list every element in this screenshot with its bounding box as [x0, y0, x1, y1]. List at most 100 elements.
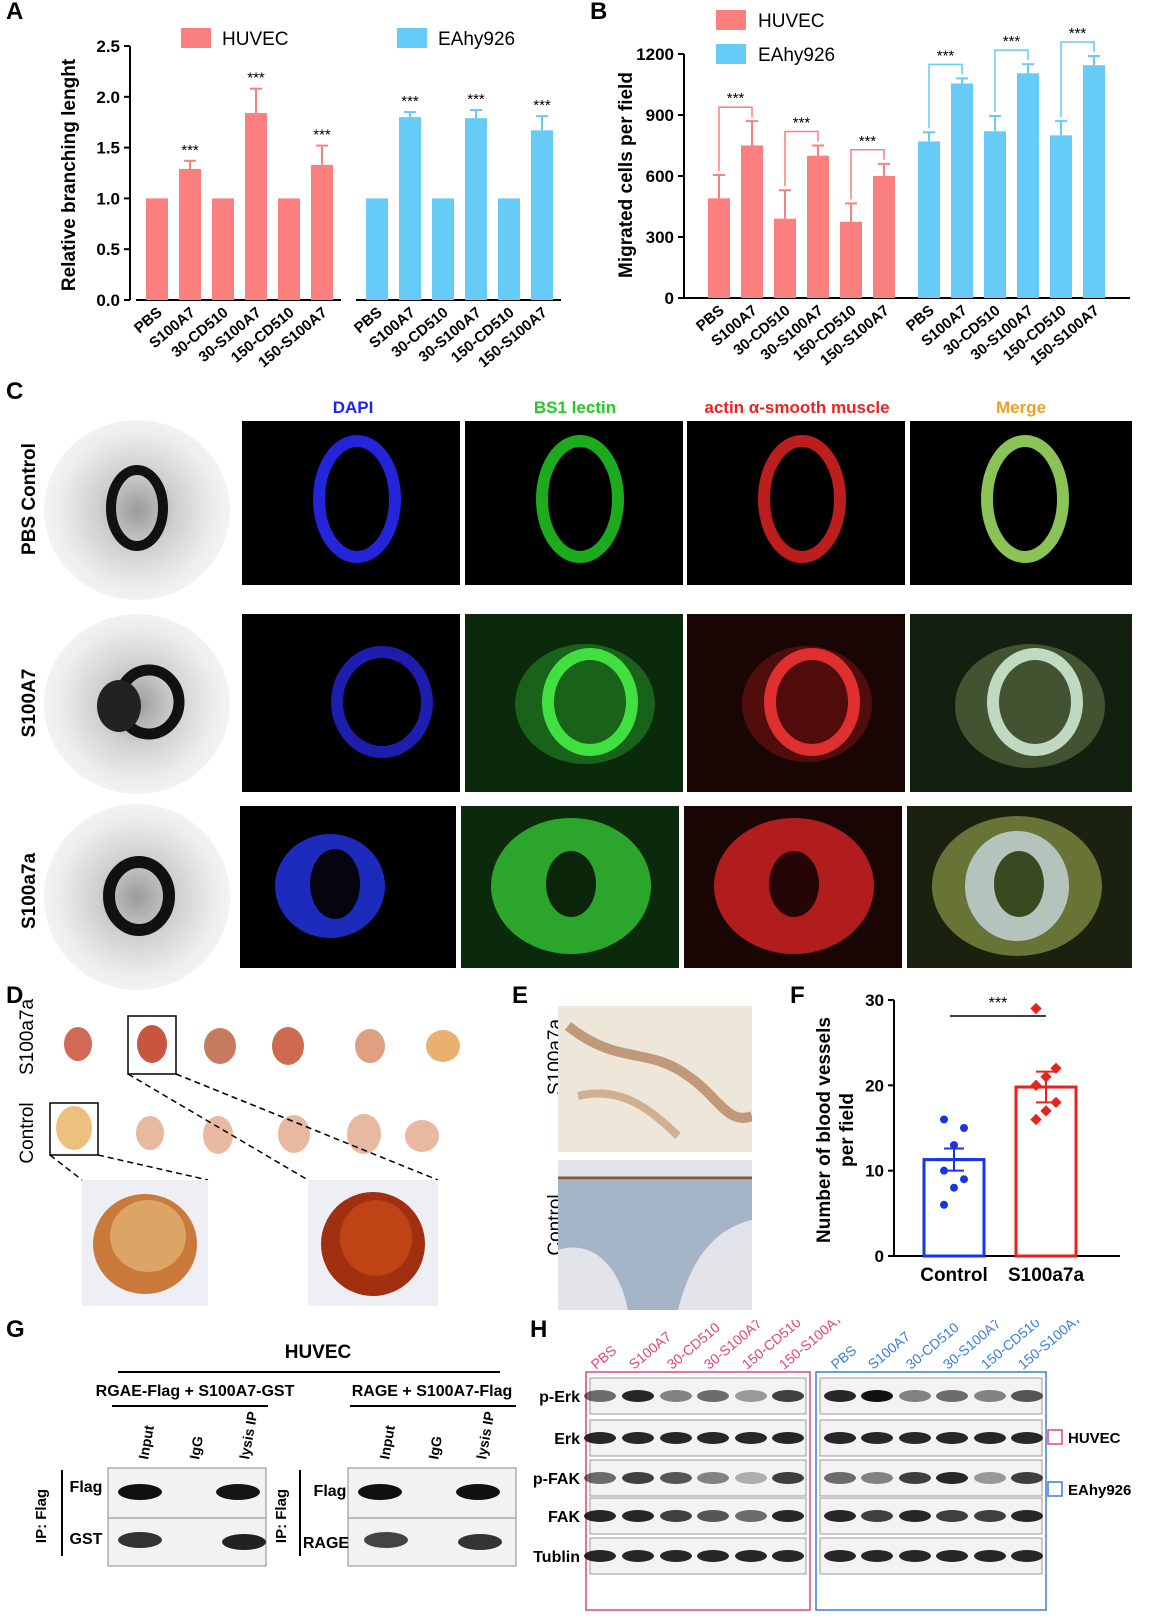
bar [873, 176, 895, 298]
h-row-label: FAK [548, 1509, 580, 1526]
ihc-image-control [558, 1160, 752, 1310]
col-label-dapi: DAPI [332, 398, 374, 417]
h-band [772, 1390, 804, 1402]
h-band [974, 1472, 1006, 1484]
data-point [1050, 1096, 1062, 1109]
data-point [950, 1183, 958, 1192]
legend-label-huvec: HUVEC [222, 29, 289, 50]
h-lane-label-left: PBS [588, 1342, 620, 1372]
col-label-actin: actin α-smooth muscle [704, 398, 890, 417]
h-band [861, 1390, 893, 1402]
h-band [735, 1550, 767, 1562]
bar [465, 118, 487, 300]
h-band [974, 1550, 1006, 1562]
h-band [824, 1432, 856, 1444]
h-band [735, 1432, 767, 1444]
micro-s100a7-merge [910, 614, 1132, 792]
sig-label: *** [793, 115, 811, 132]
h-huvec-frame [585, 1371, 811, 1611]
sig-label: *** [937, 47, 955, 64]
legend-label-eahy926: EAhy926 [758, 45, 835, 66]
g-left-title: RGAE-Flag + S100A7-GST [96, 1383, 295, 1400]
h-band [861, 1472, 893, 1484]
panel-label-h: H [530, 1316, 548, 1343]
y-tick-label: 1.0 [96, 189, 120, 208]
h-band [824, 1472, 856, 1484]
data-point [1040, 1071, 1052, 1083]
micro-pbs-dapi [242, 421, 460, 585]
y-tick-label: 20 [865, 1076, 884, 1095]
h-band [622, 1550, 654, 1562]
bar [708, 198, 730, 298]
d-row-label-s100a7a: S100a7a [17, 998, 38, 1076]
h-band [936, 1432, 968, 1444]
sig-label: *** [1069, 25, 1087, 42]
h-row-label: p-Erk [539, 1389, 580, 1406]
g-row-flag-r: Flag [314, 1483, 347, 1500]
panel-label-b: B [590, 0, 608, 25]
h-legend-swatch-huvec [1047, 1429, 1063, 1445]
h-band [697, 1550, 729, 1562]
y-tick-label: 2.0 [96, 88, 120, 107]
h-band [1011, 1550, 1043, 1562]
micro-pbs-merge [910, 421, 1132, 585]
legend-swatch-huvec [181, 28, 211, 48]
bar [1083, 65, 1105, 298]
y-tick-label: 0.0 [96, 291, 120, 310]
x-tick-label: S100a7a [1008, 1265, 1085, 1286]
h-band [899, 1472, 931, 1484]
blot-band [118, 1484, 162, 1500]
aortic-ring-dish-s100a7a [44, 804, 230, 990]
aortic-ring-dish-s100a7 [44, 614, 230, 794]
g-lane-label: Input [135, 1424, 157, 1461]
panel-label-a: A [6, 0, 24, 25]
h-band [974, 1432, 1006, 1444]
legend-label-eahy926: EAhy926 [438, 29, 515, 50]
data-point [1050, 1062, 1062, 1074]
h-band [772, 1432, 804, 1444]
h-band [697, 1472, 729, 1484]
data-point [1030, 1113, 1042, 1126]
h-band [622, 1472, 654, 1484]
h-band [861, 1510, 893, 1522]
data-point [1030, 1079, 1042, 1091]
h-band [584, 1550, 616, 1562]
sig-label: *** [247, 70, 265, 87]
g-row-gst: GST [70, 1531, 103, 1548]
tumor-images [49, 1015, 460, 1306]
h-band [735, 1510, 767, 1522]
bar [741, 145, 763, 298]
micro-s100a7a-merge [907, 806, 1132, 968]
sig-bracket [994, 49, 1029, 113]
bar [399, 117, 421, 301]
micro-s100a7a-bs1 [461, 806, 679, 968]
h-band [697, 1390, 729, 1402]
h-legend-swatch-eahy926 [1047, 1481, 1063, 1497]
h-band [899, 1550, 931, 1562]
blot-band [216, 1484, 260, 1500]
bar [311, 164, 333, 300]
h-band [697, 1432, 729, 1444]
sig-bracket [1060, 41, 1095, 118]
h-band [772, 1550, 804, 1562]
y-tick-label: 600 [646, 167, 674, 186]
panel-label-d: D [6, 982, 24, 1009]
h-band [735, 1472, 767, 1484]
h-band [772, 1510, 804, 1522]
legend-swatch-eahy926 [397, 28, 427, 48]
d-row-label-control: Control [17, 1102, 38, 1164]
bar [531, 130, 553, 300]
h-band [660, 1550, 692, 1562]
h-band [772, 1472, 804, 1484]
sig-label: *** [467, 91, 485, 108]
h-band [1011, 1510, 1043, 1522]
h-band [584, 1510, 616, 1522]
bar [366, 198, 388, 300]
bar [498, 198, 520, 300]
h-band [1011, 1432, 1043, 1444]
panel-label-c: C [6, 378, 24, 405]
data-point [1040, 1105, 1052, 1117]
y-tick-label: 2.5 [96, 37, 120, 56]
h-band [899, 1432, 931, 1444]
h-band [899, 1510, 931, 1522]
